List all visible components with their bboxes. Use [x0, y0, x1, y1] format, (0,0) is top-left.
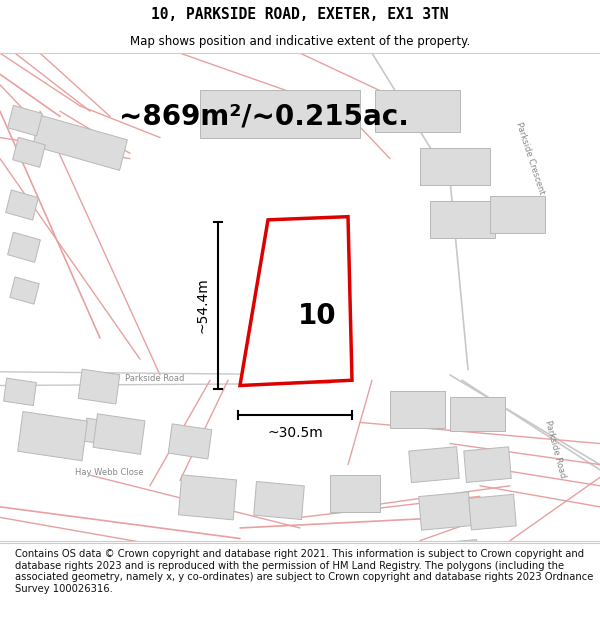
- Polygon shape: [78, 369, 120, 404]
- Text: ~30.5m: ~30.5m: [267, 426, 323, 439]
- Polygon shape: [430, 201, 495, 238]
- Text: 10: 10: [298, 302, 337, 331]
- Polygon shape: [178, 475, 236, 520]
- Polygon shape: [240, 217, 352, 386]
- Polygon shape: [200, 90, 360, 138]
- Polygon shape: [464, 447, 511, 482]
- Polygon shape: [254, 481, 304, 519]
- Polygon shape: [4, 378, 37, 406]
- Polygon shape: [10, 277, 39, 304]
- Polygon shape: [13, 138, 46, 168]
- Polygon shape: [420, 148, 490, 185]
- Text: Hay Webb Close: Hay Webb Close: [75, 468, 143, 476]
- Polygon shape: [83, 418, 118, 446]
- Polygon shape: [330, 475, 380, 512]
- Polygon shape: [8, 232, 40, 262]
- Text: Parkside Crescent: Parkside Crescent: [514, 121, 546, 196]
- Text: Parkside Road: Parkside Road: [271, 374, 329, 382]
- Polygon shape: [428, 539, 479, 578]
- Polygon shape: [469, 494, 516, 530]
- Text: Map shows position and indicative extent of the property.: Map shows position and indicative extent…: [130, 35, 470, 48]
- Polygon shape: [8, 106, 43, 136]
- Text: Contains OS data © Crown copyright and database right 2021. This information is : Contains OS data © Crown copyright and d…: [15, 549, 593, 594]
- Text: ~54.4m: ~54.4m: [196, 278, 210, 333]
- Polygon shape: [490, 196, 545, 232]
- Polygon shape: [419, 492, 471, 530]
- Polygon shape: [390, 391, 445, 428]
- Text: Parkside Road: Parkside Road: [543, 419, 567, 479]
- Polygon shape: [17, 411, 88, 461]
- Polygon shape: [168, 424, 212, 459]
- Polygon shape: [93, 414, 145, 454]
- Text: ~869m²/~0.215ac.: ~869m²/~0.215ac.: [119, 102, 409, 131]
- Polygon shape: [375, 90, 460, 132]
- Text: Parkside Road: Parkside Road: [125, 374, 185, 382]
- Text: 10, PARKSIDE ROAD, EXETER, EX1 3TN: 10, PARKSIDE ROAD, EXETER, EX1 3TN: [151, 8, 449, 22]
- Polygon shape: [450, 397, 505, 431]
- Polygon shape: [409, 447, 459, 482]
- Polygon shape: [5, 190, 38, 220]
- Polygon shape: [32, 115, 127, 171]
